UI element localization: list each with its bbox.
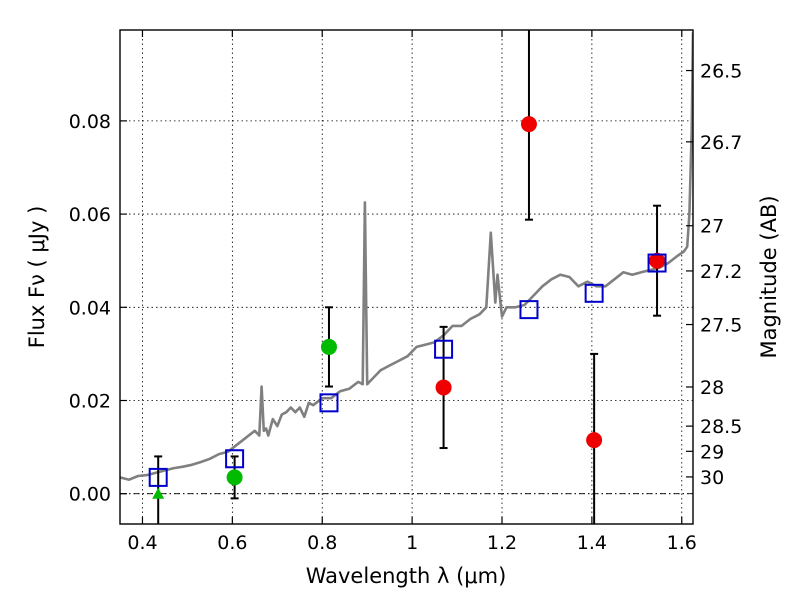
nondetection-marker bbox=[586, 432, 603, 449]
y-tick-label: 0.02 bbox=[69, 391, 111, 413]
y2-tick-label: 28 bbox=[700, 377, 724, 399]
model-photometry-marker bbox=[434, 339, 454, 359]
y2-axis-label: Magnitude (AB) bbox=[757, 195, 781, 358]
x-tick-label: 0.6 bbox=[217, 532, 247, 554]
nondetection-marker bbox=[520, 116, 537, 133]
nondetection-marker bbox=[649, 252, 666, 269]
y2-tick-label: 26.5 bbox=[700, 61, 742, 83]
y-axis-label: Flux Fν ( μJy ) bbox=[25, 206, 49, 349]
y2-tick-label: 26.7 bbox=[700, 132, 742, 154]
y2-tick-label: 27.2 bbox=[700, 261, 742, 283]
x-tick-label: 0.8 bbox=[307, 532, 337, 554]
y-tick-label: 0.08 bbox=[69, 111, 111, 133]
model-photometry-marker bbox=[319, 393, 339, 413]
detection-marker bbox=[226, 469, 243, 486]
x-tick-label: 1 bbox=[406, 532, 418, 554]
model-photometry-marker bbox=[647, 253, 667, 273]
y2-tick-label: 28.5 bbox=[700, 416, 742, 438]
axis-ticks: 0.4 0.6 0.8 1 1.2 1.4 1.6 0.00 0.02 0.04 0.06 0.08 2… bbox=[69, 30, 742, 554]
x-tick-label: 0.4 bbox=[127, 532, 157, 554]
x-tick-label: 1.4 bbox=[577, 532, 607, 554]
y2-tick-label: 29 bbox=[700, 441, 724, 463]
y2-tick-label: 27 bbox=[700, 216, 724, 238]
y-tick-label: 0.04 bbox=[69, 297, 111, 319]
plot-area bbox=[120, 30, 693, 524]
model-spectrum-line bbox=[120, 32, 693, 481]
y2-tick-label: 27.5 bbox=[700, 315, 742, 337]
model-photometry-marker bbox=[519, 300, 539, 320]
y2-tick-label: 30 bbox=[700, 467, 724, 489]
y-tick-label: 0.06 bbox=[69, 204, 111, 226]
plot-frame bbox=[119, 29, 694, 525]
x-axis-label: Wavelength λ (μm) bbox=[306, 564, 507, 588]
detection-marker bbox=[320, 338, 337, 355]
x-tick-label: 1.6 bbox=[667, 532, 697, 554]
nondetection-marker bbox=[435, 379, 452, 396]
model-photometry-marker bbox=[225, 449, 245, 469]
x-tick-label: 1.2 bbox=[487, 532, 517, 554]
y-tick-label: 0.00 bbox=[69, 484, 111, 506]
model-photometry-marker bbox=[584, 283, 604, 303]
upper-limit-marker bbox=[152, 487, 165, 499]
model-photometry-marker bbox=[148, 467, 168, 487]
